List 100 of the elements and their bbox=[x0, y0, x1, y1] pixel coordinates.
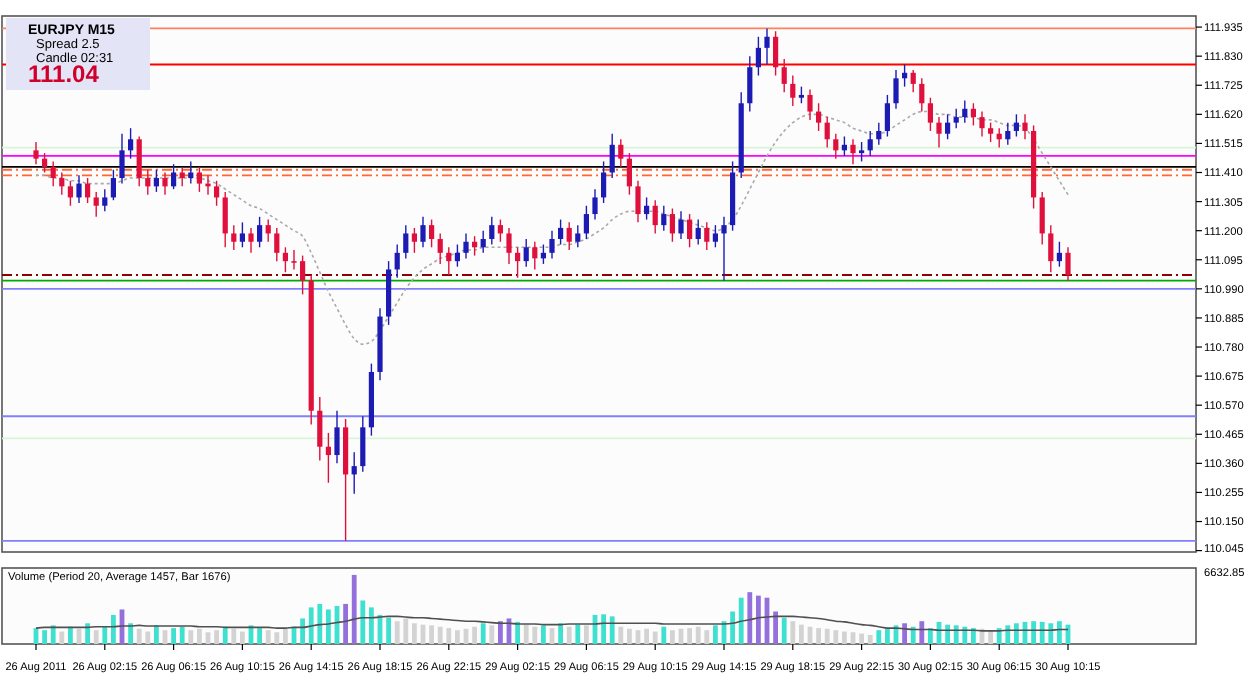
candlestick bbox=[850, 138, 856, 165]
candlestick bbox=[790, 74, 796, 107]
candlestick bbox=[265, 218, 271, 243]
candlestick bbox=[687, 213, 693, 248]
candlestick bbox=[257, 216, 263, 248]
candlestick bbox=[936, 116, 942, 149]
bar bbox=[85, 623, 90, 644]
bar bbox=[68, 626, 73, 644]
bar bbox=[730, 611, 735, 644]
candlestick bbox=[652, 199, 658, 235]
candlestick bbox=[979, 110, 985, 138]
bar bbox=[351, 574, 357, 644]
candlestick bbox=[695, 218, 701, 246]
bar bbox=[885, 628, 890, 644]
bar bbox=[618, 626, 624, 644]
candlestick bbox=[833, 133, 839, 160]
candlestick bbox=[704, 221, 710, 251]
candlestick bbox=[609, 133, 615, 179]
candlestick bbox=[583, 205, 589, 240]
candlestick bbox=[136, 135, 142, 188]
candlestick bbox=[626, 152, 632, 196]
candlestick bbox=[437, 232, 443, 265]
candlestick bbox=[867, 130, 873, 157]
candlestick bbox=[214, 180, 220, 207]
candlestick bbox=[532, 241, 538, 271]
candlestick bbox=[231, 224, 237, 251]
candlestick bbox=[343, 418, 349, 542]
bar bbox=[50, 625, 56, 644]
bar bbox=[541, 625, 546, 644]
candlestick bbox=[145, 169, 151, 196]
candlestick bbox=[755, 36, 761, 77]
bar bbox=[128, 623, 133, 644]
candlestick bbox=[42, 152, 48, 174]
candlestick bbox=[601, 160, 607, 204]
candlestick bbox=[325, 432, 331, 484]
bar bbox=[928, 628, 933, 644]
bar bbox=[93, 630, 99, 644]
candlestick bbox=[1065, 246, 1071, 282]
candlestick bbox=[282, 246, 288, 273]
candlestick bbox=[859, 141, 865, 163]
bar bbox=[171, 628, 176, 644]
bar bbox=[222, 626, 228, 644]
bar bbox=[756, 595, 761, 644]
bar bbox=[515, 621, 520, 644]
bar bbox=[394, 621, 400, 644]
candlestick bbox=[85, 177, 91, 204]
bar bbox=[489, 625, 495, 644]
bar bbox=[179, 626, 185, 644]
bar bbox=[300, 618, 305, 644]
candlestick bbox=[1048, 224, 1054, 273]
bar bbox=[652, 631, 658, 644]
candlestick bbox=[128, 127, 134, 160]
bar bbox=[42, 630, 47, 644]
bar bbox=[240, 631, 245, 644]
bar bbox=[1057, 621, 1062, 644]
bar bbox=[1048, 623, 1054, 644]
bar bbox=[136, 628, 142, 644]
candlestick bbox=[162, 171, 168, 196]
candlestick bbox=[50, 160, 56, 188]
candlestick bbox=[248, 227, 254, 254]
bar bbox=[575, 624, 581, 644]
candlestick bbox=[1013, 113, 1019, 138]
candlestick bbox=[429, 218, 435, 248]
candlestick bbox=[386, 260, 392, 326]
bar bbox=[102, 626, 108, 644]
candlestick bbox=[549, 229, 555, 260]
candlestick bbox=[764, 27, 770, 66]
candlestick bbox=[334, 410, 340, 465]
candlestick bbox=[1056, 241, 1062, 268]
bar bbox=[781, 617, 787, 644]
candlestick bbox=[876, 121, 882, 146]
candlestick bbox=[403, 224, 409, 260]
candlestick bbox=[712, 224, 718, 248]
candlestick bbox=[747, 55, 753, 113]
bar bbox=[609, 616, 615, 644]
bar bbox=[601, 614, 606, 644]
bar bbox=[704, 630, 710, 644]
candlestick bbox=[661, 205, 667, 232]
candlestick bbox=[489, 216, 495, 246]
bar bbox=[1039, 621, 1045, 644]
candlestick bbox=[463, 232, 469, 260]
bar bbox=[214, 630, 219, 644]
bar bbox=[369, 607, 374, 644]
candlestick bbox=[618, 138, 624, 168]
candlestick bbox=[816, 102, 822, 132]
candlestick bbox=[927, 97, 933, 132]
bar bbox=[480, 623, 486, 644]
bar bbox=[713, 625, 718, 644]
bar bbox=[1031, 621, 1036, 644]
bar bbox=[773, 611, 778, 644]
candlestick bbox=[274, 227, 280, 262]
candlestick bbox=[721, 216, 727, 282]
bar bbox=[1014, 623, 1019, 644]
bar bbox=[257, 628, 262, 644]
candlestick bbox=[360, 415, 366, 473]
candlestick bbox=[893, 69, 899, 110]
candlestick bbox=[1039, 191, 1045, 246]
bar bbox=[876, 630, 882, 644]
bar bbox=[317, 603, 323, 644]
candlestick bbox=[962, 99, 968, 124]
